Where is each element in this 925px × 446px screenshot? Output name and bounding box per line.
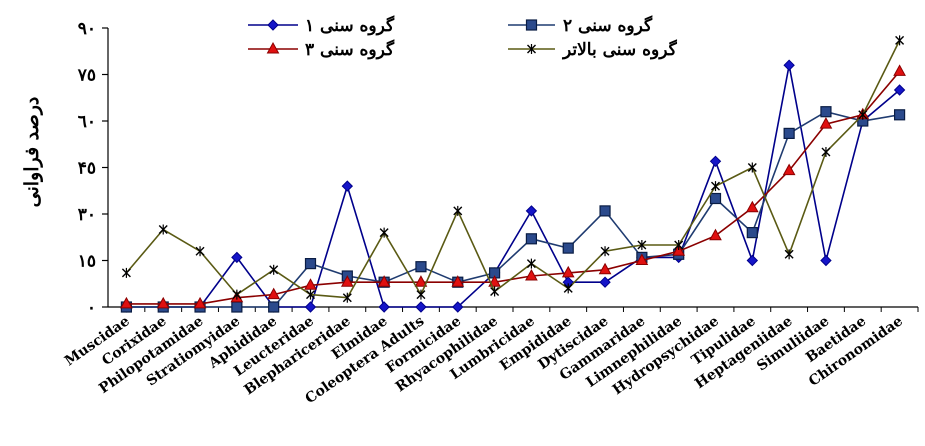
data-point bbox=[635, 253, 649, 265]
data-point bbox=[304, 301, 317, 313]
legend-item-2: گروه سنی ٢ bbox=[508, 15, 653, 36]
data-point bbox=[121, 267, 131, 278]
data-point bbox=[267, 287, 281, 300]
data-point bbox=[598, 262, 612, 275]
series-line bbox=[126, 65, 901, 308]
data-point bbox=[893, 64, 906, 76]
data-point bbox=[562, 242, 574, 254]
data-point bbox=[452, 301, 464, 313]
y-tick-label: ٩٠ bbox=[78, 19, 96, 39]
axes: ٠١٥٣٠۴٥٦٠٧٥٩٠MuscidaeCorixidaePhilopotam… bbox=[62, 19, 919, 407]
data-point bbox=[821, 147, 831, 157]
y-tick-label: ١٥ bbox=[78, 252, 96, 272]
y-axis-label: درصد فراوانی bbox=[21, 97, 43, 208]
data-point bbox=[599, 276, 611, 288]
series-2 bbox=[120, 106, 906, 313]
data-point bbox=[416, 289, 426, 300]
data-point bbox=[379, 227, 389, 238]
series-4 bbox=[121, 35, 905, 303]
data-point bbox=[342, 292, 352, 303]
data-point bbox=[490, 286, 500, 297]
data-point bbox=[895, 35, 905, 46]
data-point bbox=[341, 180, 354, 192]
data-point bbox=[599, 205, 611, 217]
legend-label: گروه سنی ٣ bbox=[305, 39, 395, 60]
series-line bbox=[126, 70, 901, 305]
data-point bbox=[232, 289, 242, 300]
data-point bbox=[709, 192, 722, 205]
data-point bbox=[415, 301, 427, 313]
data-point bbox=[784, 249, 794, 260]
y-tick-label: ٦٠ bbox=[78, 112, 96, 132]
series-3 bbox=[120, 64, 906, 309]
data-point bbox=[600, 246, 610, 257]
legend-item-3: گروه سنی ٣ bbox=[248, 39, 395, 60]
data-point bbox=[637, 240, 647, 250]
data-point bbox=[340, 275, 354, 287]
data-point bbox=[674, 240, 684, 250]
data-point bbox=[561, 265, 575, 278]
data-point bbox=[193, 296, 207, 309]
data-point bbox=[709, 155, 722, 168]
data-point bbox=[711, 181, 720, 192]
data-point bbox=[414, 275, 428, 287]
data-point bbox=[709, 228, 722, 241]
legend-item-4: گروه سنی بالاتر bbox=[508, 39, 678, 60]
data-point bbox=[672, 244, 686, 256]
data-point bbox=[231, 251, 243, 264]
data-point bbox=[527, 44, 536, 54]
data-point bbox=[783, 59, 795, 71]
series-lines bbox=[120, 35, 906, 313]
data-point bbox=[267, 19, 279, 31]
data-point bbox=[120, 296, 133, 309]
data-point bbox=[304, 278, 317, 290]
data-point bbox=[526, 258, 536, 269]
data-point bbox=[745, 200, 759, 213]
data-point bbox=[158, 224, 168, 235]
legend-label: گروه سنی بالاتر bbox=[561, 39, 678, 60]
data-point bbox=[783, 127, 795, 139]
data-point bbox=[820, 254, 832, 267]
data-point bbox=[563, 283, 573, 294]
data-point bbox=[747, 162, 757, 173]
series-1 bbox=[120, 59, 906, 313]
data-point bbox=[525, 268, 538, 281]
y-tick-label: ٧٥ bbox=[77, 66, 96, 86]
data-point bbox=[782, 163, 796, 176]
data-point bbox=[858, 109, 868, 120]
data-point bbox=[525, 233, 538, 245]
data-point bbox=[156, 296, 170, 309]
data-point bbox=[820, 106, 832, 118]
data-point bbox=[266, 41, 280, 54]
data-point bbox=[451, 275, 465, 287]
data-point bbox=[231, 301, 243, 313]
data-point bbox=[525, 205, 538, 217]
data-point bbox=[378, 301, 390, 313]
y-tick-label: ٠ bbox=[87, 298, 96, 318]
data-point bbox=[453, 205, 463, 216]
data-point bbox=[819, 117, 833, 129]
legend-label: گروه سنی ٢ bbox=[563, 15, 653, 36]
data-point bbox=[195, 246, 205, 257]
data-point bbox=[525, 19, 538, 31]
data-point bbox=[269, 264, 279, 275]
series-line bbox=[126, 110, 900, 308]
y-tick-label: ٣٠ bbox=[78, 205, 96, 225]
data-point bbox=[415, 261, 427, 273]
legend-label: گروه سنی ١ bbox=[305, 15, 395, 36]
data-point bbox=[893, 109, 906, 121]
data-point bbox=[304, 258, 317, 270]
data-point bbox=[893, 84, 906, 96]
data-point bbox=[746, 227, 758, 239]
legend: گروه سنی ١ گروه سنی ٢ گروه سنی ٣ گروه سنی ب… bbox=[248, 15, 678, 60]
series-line bbox=[125, 40, 901, 299]
data-point bbox=[306, 289, 315, 300]
y-tick-label: ۴٥ bbox=[78, 159, 96, 179]
data-point bbox=[377, 275, 391, 287]
data-point bbox=[746, 254, 759, 267]
legend-item-1: گروه سنی ١ bbox=[248, 15, 395, 36]
data-point bbox=[268, 301, 280, 313]
